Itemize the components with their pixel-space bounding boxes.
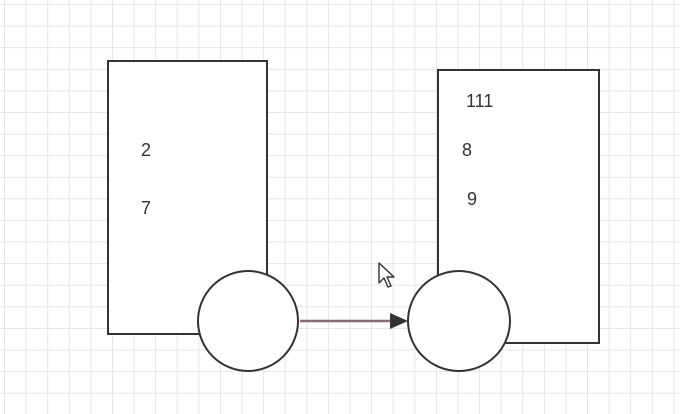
right-box-value-1: 111	[466, 91, 494, 111]
arrowhead-icon	[390, 313, 408, 329]
mouse-pointer-icon	[378, 262, 395, 288]
left-circle[interactable]	[197, 270, 299, 372]
right-box-value-3: 9	[467, 189, 478, 209]
left-box-value-1: 2	[141, 140, 152, 160]
left-box-value-2: 7	[141, 198, 152, 218]
right-box-value-2: 8	[462, 140, 473, 160]
